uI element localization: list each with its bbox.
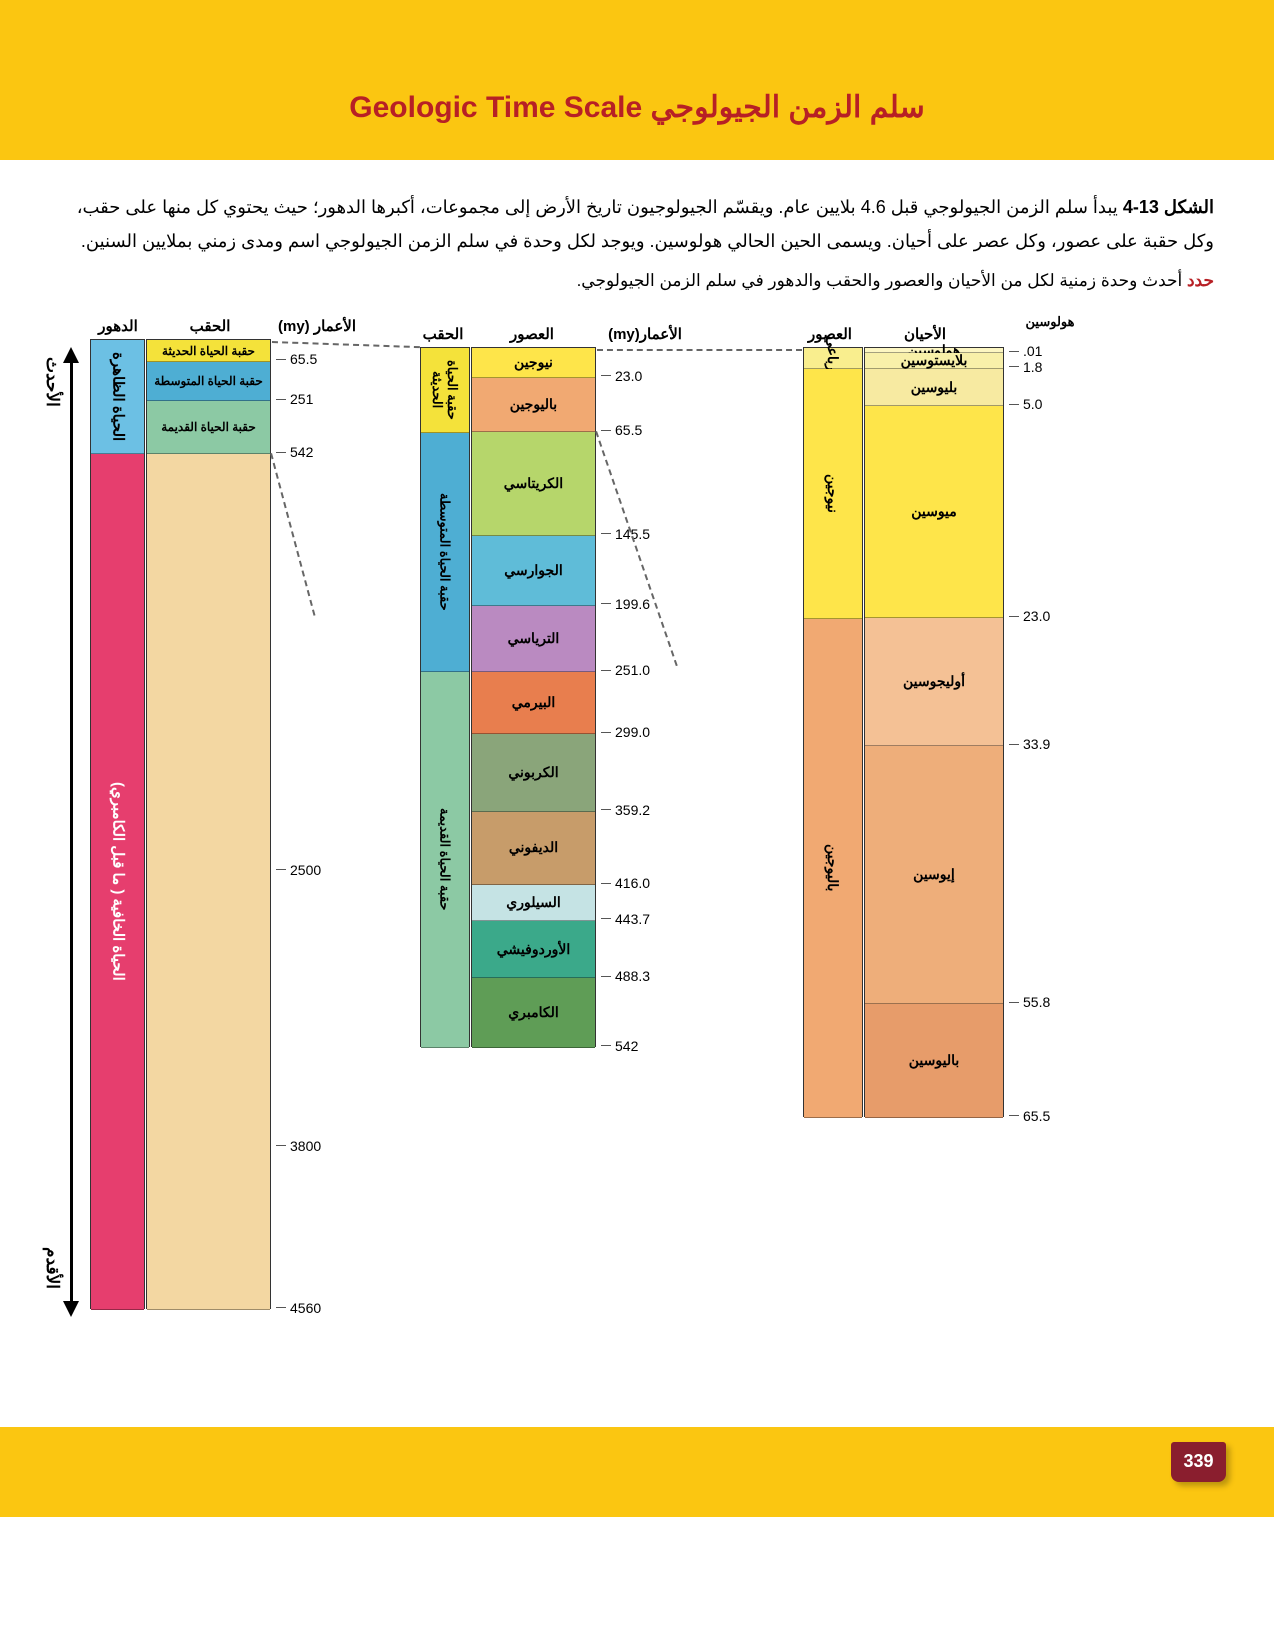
dashed-connector — [597, 349, 802, 351]
tick-label: 488.3 — [597, 968, 650, 984]
figure-label: الشكل 13-4 — [1123, 197, 1214, 217]
segment: الجوارسي — [472, 536, 595, 606]
title-block: سلم الزمن الجيولوجي Geologic Time Scale — [0, 60, 1274, 160]
column2-eras: حقبة الحياة الحديثةحقبة الحياة المتوسطةح… — [420, 347, 470, 1047]
column2-periods: نيوجينباليوجينالكريتاسيالجوارسيالترياسيا… — [471, 347, 596, 1047]
segment: الحياة الظاهرة — [91, 340, 144, 454]
time-arrow — [63, 347, 81, 1317]
head-eras: الحقب — [150, 317, 270, 335]
tick-label: 145.5 — [597, 526, 650, 542]
column-eras: حقبة الحياة الحديثةحقبة الحياة المتوسطةح… — [146, 339, 271, 1309]
tick-label: 33.9 — [1005, 736, 1050, 752]
segment: حقبة الحياة المتوسطة — [147, 362, 270, 401]
tick-label: 65.5 — [272, 351, 317, 367]
segment: الكربوني — [472, 734, 595, 812]
head-epochs: الأحيان — [865, 325, 985, 343]
column3-periods: الرباعينيوجينباليوجين — [803, 347, 863, 1117]
instruction-verb: حدد — [1187, 271, 1214, 290]
tick-label: 5.0 — [1005, 396, 1042, 412]
segment: باليوجين — [804, 619, 862, 1118]
tick-label: 443.7 — [597, 911, 650, 927]
segment: حقبة الحياة الحديثة — [421, 348, 469, 433]
tick-label: 4560 — [272, 1300, 321, 1316]
segment: باليوجين — [472, 378, 595, 433]
segment: السيلوري — [472, 885, 595, 921]
column1-ticks: 65.5251542250038004560 — [272, 339, 352, 1309]
column-eons: الحياة الظاهرةالحياة الخافية ( ما قبل ال… — [90, 339, 145, 1309]
segment: بليوسين — [865, 369, 1003, 407]
figure-description: الشكل 13-4 يبدأ سلم الزمن الجيولوجي قبل … — [60, 190, 1214, 258]
page-title: سلم الزمن الجيولوجي Geologic Time Scale — [0, 90, 1274, 125]
head-holocene: هولوسين — [990, 314, 1110, 330]
segment: حقبة الحياة الحديثة — [147, 340, 270, 362]
arrow-head-down-icon — [63, 1301, 79, 1317]
segment: حقبة الحياة القديمة — [421, 672, 469, 1048]
segment: الترياسي — [472, 606, 595, 673]
column3-epochs: هولوسينبلايستوسينبليوسينميوسينأوليجوسينإ… — [864, 347, 1004, 1117]
page-number-badge: 339 — [1171, 1442, 1226, 1482]
segment: حقبة الحياة المتوسطة — [421, 433, 469, 672]
tick-label: 199.6 — [597, 596, 650, 612]
segment: الحياة الخافية ( ما قبل الكامبري) — [91, 454, 144, 1310]
arrow-label-oldest: الأقدم — [42, 1247, 62, 1289]
head-ages1: الأعمار (my) — [272, 317, 362, 335]
head-periods: العصور — [472, 325, 592, 343]
segment: نيوجين — [472, 348, 595, 378]
head-ages2: الأعمار(my) — [595, 325, 695, 343]
tick-label: 359.2 — [597, 802, 650, 818]
arrow-line — [70, 362, 73, 1302]
segment: بلايستوسين — [865, 353, 1003, 368]
head-eons: الدهور — [88, 317, 148, 335]
title-ar: سلم الزمن الجيولوجي — [651, 91, 925, 124]
segment: الأوردوفيشي — [472, 921, 595, 978]
segment: نيوجين — [804, 369, 862, 618]
tick-label: 23.0 — [1005, 608, 1050, 624]
tick-label: 1.8 — [1005, 359, 1042, 375]
tick-label: 542 — [597, 1038, 638, 1054]
segment: الكريتاسي — [472, 432, 595, 536]
tick-label: 23.0 — [597, 368, 642, 384]
segment: الرباعي — [804, 348, 862, 369]
tick-label: 55.8 — [1005, 994, 1050, 1010]
tick-label: 299.0 — [597, 724, 650, 740]
segment: ميوسين — [865, 406, 1003, 618]
page-frame: سلم الزمن الجيولوجي Geologic Time Scale … — [0, 0, 1274, 1517]
description-text: يبدأ سلم الزمن الجيولوجي قبل 4.6 بلايين … — [77, 197, 1214, 251]
tick-label: .01 — [1005, 343, 1042, 359]
tick-label: 65.5 — [597, 422, 642, 438]
tick-label: 3800 — [272, 1138, 321, 1154]
segment: الديفوني — [472, 812, 595, 886]
segment — [147, 454, 270, 1310]
tick-label: 542 — [272, 444, 313, 460]
head-eras2: الحقب — [418, 325, 468, 343]
chart: الأحدث الأقدم الدهور الحقب الأعمار (my) … — [60, 317, 1214, 1367]
content-area: الشكل 13-4 يبدأ سلم الزمن الجيولوجي قبل … — [0, 160, 1274, 1427]
instruction: حدد أحدث وحدة زمنية لكل من الأحيان والعص… — [60, 266, 1214, 297]
tick-label: 416.0 — [597, 875, 650, 891]
segment: باليوسين — [865, 1004, 1003, 1118]
arrow-label-newest: الأحدث — [42, 357, 62, 407]
segment: الكامبري — [472, 978, 595, 1048]
footer-bar — [0, 1427, 1274, 1517]
tick-label: 2500 — [272, 862, 321, 878]
title-en: Geologic Time Scale — [349, 91, 642, 124]
tick-label: 65.5 — [1005, 1108, 1050, 1124]
arrow-head-up-icon — [63, 347, 79, 363]
column3-ticks: .011.85.023.033.955.865.5 — [1005, 347, 1085, 1117]
column2-ticks: 23.0 65.5 145.5 199.6 251.0 299.0 359.2 416.0 44… — [597, 347, 677, 1047]
tick-label: 251 — [272, 391, 313, 407]
segment: إيوسين — [865, 746, 1003, 1004]
segment: حقبة الحياة القديمة — [147, 401, 270, 454]
segment: أوليجوسين — [865, 618, 1003, 746]
tick-label: 251.0 — [597, 662, 650, 678]
instruction-text: أحدث وحدة زمنية لكل من الأحيان والعصور و… — [577, 271, 1183, 290]
segment: البيرمي — [472, 672, 595, 734]
